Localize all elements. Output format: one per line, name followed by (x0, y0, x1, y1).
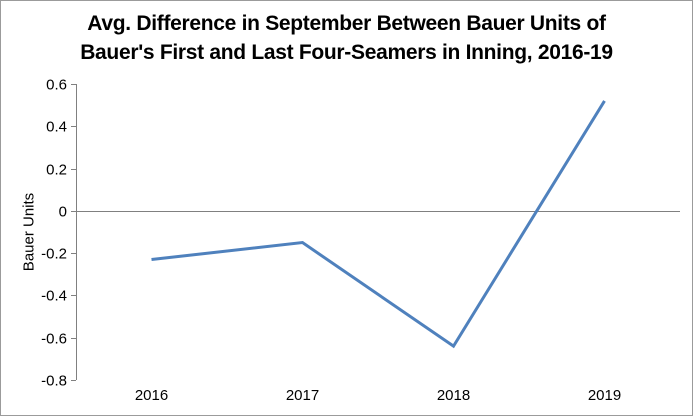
y-tick-label: -0.2 (41, 246, 67, 263)
y-tick-label: -0.8 (41, 373, 67, 390)
chart-title: Avg. Difference in September Between Bau… (1, 9, 692, 67)
y-tick-label: -0.4 (41, 288, 67, 305)
y-tick-label: 0.6 (46, 77, 67, 94)
chart-title-line-2: Bauer's First and Last Four-Seamers in I… (80, 41, 613, 64)
chart-title-line-1: Avg. Difference in September Between Bau… (87, 12, 606, 35)
y-tick-label: 0.2 (46, 162, 67, 179)
y-tick-label: 0.4 (46, 119, 67, 136)
data-line-series (151, 100, 606, 349)
y-tick-label: 0 (59, 204, 67, 221)
x-tick-label: 2016 (135, 387, 168, 404)
x-tick-label: 2017 (286, 387, 319, 404)
y-tick-label: -0.6 (41, 331, 67, 348)
x-tick-label: 2019 (588, 387, 621, 404)
x-tick-label: 2018 (437, 387, 470, 404)
